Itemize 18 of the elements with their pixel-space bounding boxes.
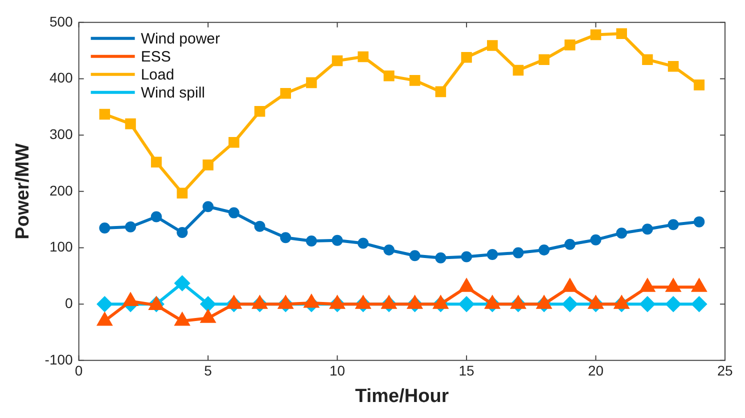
x-tick-label: 10 [330,362,346,379]
x-tick-label: 15 [458,362,475,379]
y-tick-label: 400 [49,70,74,86]
y-tick-label: 200 [49,182,74,198]
y-tick-label: 0 [65,294,74,311]
y-tick-label: -100 [44,351,74,368]
x-tick-label: 5 [204,362,212,379]
y-tick-label: 100 [49,238,74,255]
legend-label: Wind power [140,30,220,48]
legend-label: Wind spill [140,84,206,102]
y-tick-label: 300 [49,126,74,142]
legend-label: Load [140,66,174,84]
x-axis-title: Time/Hour [355,386,450,407]
y-tick-label: 500 [49,13,74,30]
legend-label: ESS [140,48,171,66]
y-axis-title: Power/MW [12,143,34,240]
x-tick-label: 25 [717,362,733,379]
x-tick-label: 20 [588,362,604,379]
